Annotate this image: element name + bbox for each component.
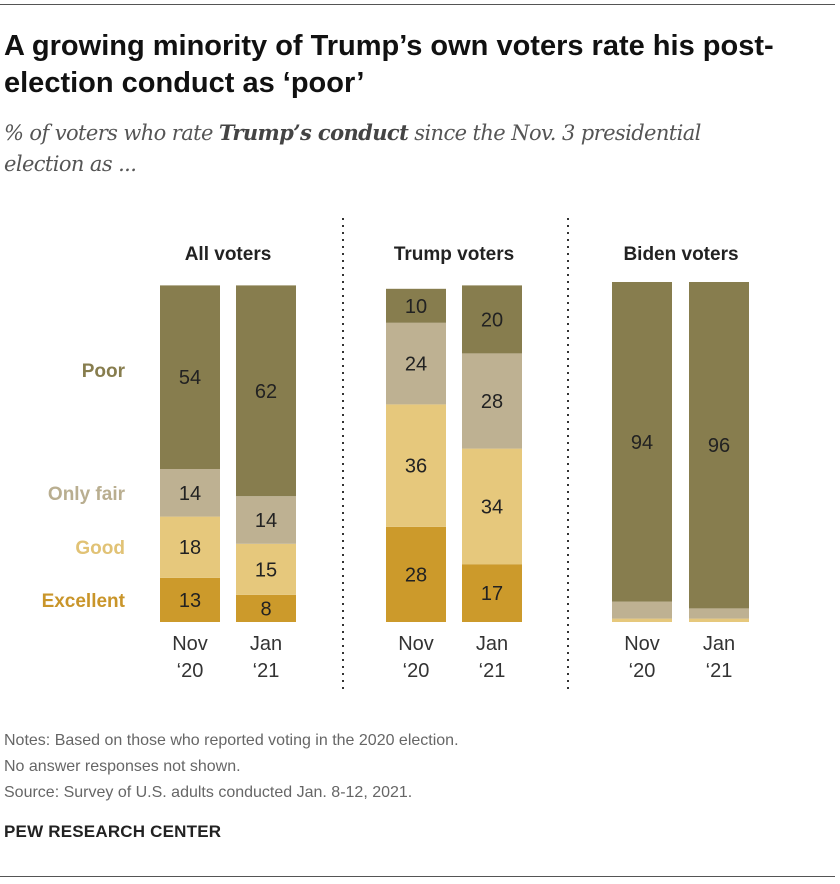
source-line: Source: Survey of U.S. adults conducted …	[4, 784, 413, 801]
legend-label-good: Good	[75, 538, 125, 559]
data-label: 24	[405, 354, 427, 376]
x-tick-label: ‘21	[479, 660, 506, 682]
bar-segment-good	[612, 618, 672, 622]
data-label: 34	[481, 496, 503, 518]
bar-segment-only-fair	[612, 601, 672, 619]
data-label: 20	[481, 309, 503, 331]
bar-segment-excellent	[386, 526, 446, 622]
data-label: 13	[179, 590, 201, 612]
data-label: 15	[255, 559, 277, 581]
bar-segment-good	[689, 618, 749, 622]
organization-name: PEW RESEARCH CENTER	[4, 822, 222, 841]
panel-title: All voters	[185, 244, 272, 265]
x-tick-label: Jan	[476, 633, 508, 655]
x-tick-label: Nov	[624, 633, 660, 655]
data-label: 28	[405, 564, 427, 586]
x-tick-label: ‘21	[706, 660, 733, 682]
legend-label-poor: Poor	[82, 361, 126, 382]
note-line-1: Notes: Based on those who reported votin…	[4, 732, 459, 749]
bar-segment-good	[386, 404, 446, 527]
subtitle-text-end: since the Nov. 3 presidential election a…	[4, 121, 701, 176]
x-tick-label: ‘20	[629, 660, 656, 682]
stacked-bar-chart: All voters 13 18 14 54 Nov ‘20 8 15 14 62 Jan ‘21 Tru…	[42, 218, 749, 690]
bar-segment-good	[160, 516, 220, 578]
bar-segment-excellent	[236, 594, 296, 622]
x-tick-label: ‘20	[403, 660, 430, 682]
data-label: 14	[179, 483, 201, 505]
x-tick-label: ‘20	[177, 660, 204, 682]
data-label: 18	[179, 537, 201, 559]
note-line-2: No answer responses not shown.	[4, 758, 241, 775]
bar-segment-poor	[236, 285, 296, 497]
bar-segment-good	[462, 448, 522, 565]
legend-label-excellent: Excellent	[42, 591, 126, 612]
x-tick-label: Jan	[250, 633, 282, 655]
x-tick-label: Nov	[172, 633, 208, 655]
bar-segment-poor	[462, 285, 522, 354]
panel-title: Biden voters	[623, 244, 738, 265]
bar-segment-only-fair	[160, 469, 220, 517]
data-label: 28	[481, 391, 503, 413]
bar-segment-excellent	[462, 564, 522, 622]
bar-segment-only-fair	[236, 496, 296, 544]
bar-segment-excellent	[160, 577, 220, 622]
bar-segment-only-fair	[689, 608, 749, 619]
data-label: 94	[631, 432, 653, 454]
subtitle-text: % of voters who rate	[4, 121, 219, 145]
panel-title: Trump voters	[394, 244, 514, 265]
bar-segment-only-fair	[386, 322, 446, 405]
data-label: 14	[255, 510, 277, 532]
x-tick-label: Jan	[703, 633, 735, 655]
data-label: 62	[255, 381, 277, 403]
legend-label-only-fair: Only fair	[48, 484, 126, 505]
bottom-rule	[0, 876, 835, 877]
x-tick-label: ‘21	[253, 660, 280, 682]
x-tick-label: Nov	[398, 633, 434, 655]
data-label: 10	[405, 296, 427, 318]
bar-segment-poor	[612, 282, 672, 602]
data-label: 17	[481, 583, 503, 605]
data-label: 36	[405, 456, 427, 478]
bar-segment-good	[236, 543, 296, 595]
data-label: 96	[708, 435, 730, 457]
bar-segment-only-fair	[462, 353, 522, 449]
chart-subtitle: % of voters who rate Trump’s conduct sin…	[4, 117, 784, 180]
subtitle-bold: Trump’s conduct	[218, 120, 409, 145]
bar-segment-poor	[386, 288, 446, 323]
bar-segment-poor	[160, 285, 220, 469]
chart-title: A growing minority of Trump’s own voters…	[4, 30, 774, 99]
top-rule	[0, 4, 835, 5]
data-label: 54	[179, 367, 201, 389]
data-label: 8	[260, 598, 271, 620]
bar-segment-poor	[689, 282, 749, 609]
